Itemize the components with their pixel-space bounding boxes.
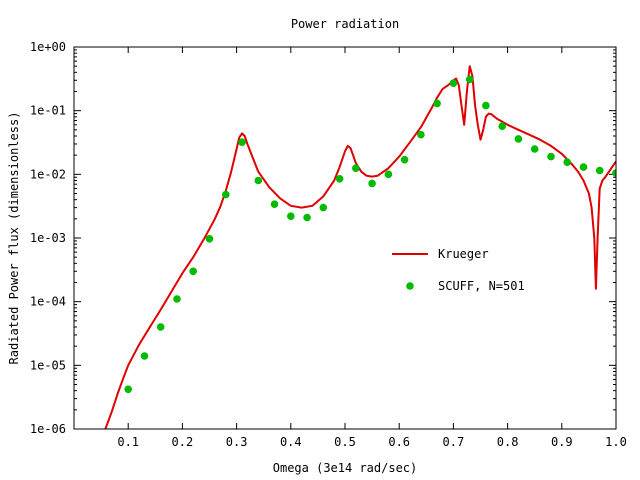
data-point-scuff [482,101,490,110]
x-tick-label: 0.4 [280,435,302,449]
legend-label-krueger: Krueger [438,247,489,261]
data-point-scuff [595,166,604,175]
data-point-scuff [498,122,507,130]
data-point-scuff [238,138,246,146]
data-point-scuff [335,175,344,183]
y-tick-label: 1e-04 [30,295,66,309]
legend: Krueger SCUFF, N=501 [392,247,525,293]
x-tick-label: 0.3 [226,435,248,449]
data-point-scuff [254,176,263,185]
x-axis-label: Omega (3e14 rad/sec) [273,461,418,475]
chart-title: Power radiation [291,17,399,31]
data-point-scuff [368,179,376,188]
x-tick-label: 0.1 [117,435,139,449]
data-point-scuff [270,200,279,208]
data-point-scuff [563,158,571,166]
data-point-scuff [205,235,214,243]
x-tick-label: 0.9 [551,435,573,449]
y-tick-label: 1e+00 [30,40,66,54]
plot-frame [73,46,617,430]
data-point-scuff [514,135,523,143]
x-tick-label: 0.8 [497,435,519,449]
data-point-scuff [140,352,149,360]
data-point-scuff [547,152,555,161]
x-tick-label: 0.2 [172,435,194,449]
data-point-scuff [384,170,393,179]
data-point-scuff [612,169,616,177]
data-point-scuff [433,99,441,108]
plot-area [104,65,616,429]
data-point-scuff [400,155,409,164]
axis-ticks: 0.1 0.2 0.3 0.4 0.5 0.6 0.7 0.8 0.9 1.0 1e-06 1e-05… [30,40,627,449]
y-tick-label: 1e-01 [30,104,66,118]
x-tick-label: 0.6 [388,435,410,449]
y-tick-label: 1e-02 [30,167,66,181]
data-point-scuff [303,213,311,222]
x-tick-label: 0.7 [443,435,465,449]
y-tick-label: 1e-03 [30,231,66,245]
x-tick-label: 0.5 [334,435,356,449]
data-point-scuff [579,163,588,171]
data-point-scuff [222,190,230,199]
x-tick-label: 1.0 [605,435,627,449]
legend-label-scuff: SCUFF, N=501 [438,279,525,293]
data-point-scuff [449,79,458,87]
data-point-scuff [124,385,132,394]
data-point-scuff [417,130,425,139]
y-tick-label: 1e-06 [30,422,66,436]
legend-point-swatch [406,282,414,290]
data-point-scuff [156,323,165,331]
data-point-scuff [319,203,328,212]
y-axis-label: Radiated Power flux (dimensionless) [7,112,21,365]
data-point-scuff [287,212,295,220]
data-point-scuff [189,267,197,276]
data-point-scuff [352,164,360,172]
data-point-scuff [173,295,181,303]
y-tick-label: 1e-05 [30,358,66,372]
data-point-scuff [530,145,539,153]
data-point-scuff [465,75,474,84]
